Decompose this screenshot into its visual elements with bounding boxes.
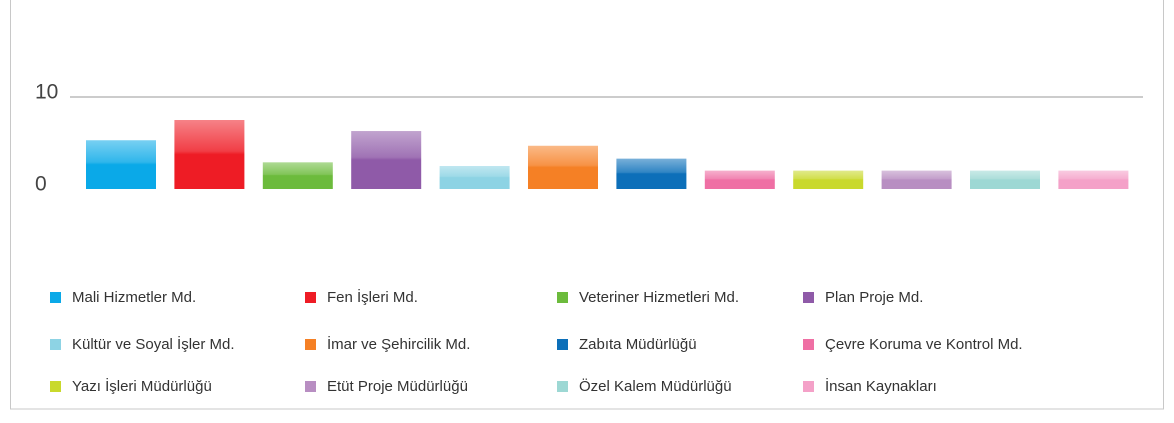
bar	[174, 120, 245, 189]
legend-label: Veteriner Hizmetleri Md.	[579, 289, 739, 306]
bar	[793, 170, 864, 189]
legend-label: İnsan Kaynakları	[825, 377, 937, 395]
legend-swatch	[305, 339, 316, 350]
frame	[10, 0, 1164, 410]
bar	[439, 166, 510, 189]
legend-swatch	[50, 381, 61, 392]
bar	[616, 158, 687, 189]
legend-swatch	[305, 292, 316, 303]
legend-swatch	[803, 339, 814, 350]
legend-label: Özel Kalem Müdürlüğü	[579, 377, 732, 395]
bar	[1058, 170, 1129, 189]
bar	[262, 162, 333, 189]
legend-label: Çevre Koruma ve Kontrol Md.	[825, 336, 1023, 353]
legend-label: Fen İşleri Md.	[327, 288, 418, 306]
bar	[86, 140, 156, 189]
bar	[528, 145, 598, 189]
legend-label: Plan Proje Md.	[825, 289, 923, 306]
legend-swatch	[803, 292, 814, 303]
bar	[970, 170, 1040, 189]
bar	[351, 131, 422, 189]
legend-swatch	[557, 339, 568, 350]
legend-label: İmar ve Şehircilik Md.	[327, 335, 470, 353]
legend-swatch	[305, 381, 316, 392]
bar	[704, 170, 775, 189]
y-tick-label: 10	[35, 81, 58, 104]
legend-label: Etüt Proje Müdürlüğü	[327, 378, 468, 395]
legend-swatch	[50, 339, 61, 350]
legend-label: Mali Hizmetler Md.	[72, 289, 196, 306]
legend-label: Zabıta Müdürlüğü	[579, 336, 697, 353]
legend-label: Kültür ve Soyal İşler Md.	[72, 335, 235, 353]
legend-swatch	[557, 381, 568, 392]
y-tick-label: 0	[35, 173, 47, 196]
legend-swatch	[557, 292, 568, 303]
legend-label: Yazı İşleri Müdürlüğü	[72, 377, 212, 395]
legend-swatch	[50, 292, 61, 303]
bar	[881, 170, 952, 189]
legend-swatch	[803, 381, 814, 392]
